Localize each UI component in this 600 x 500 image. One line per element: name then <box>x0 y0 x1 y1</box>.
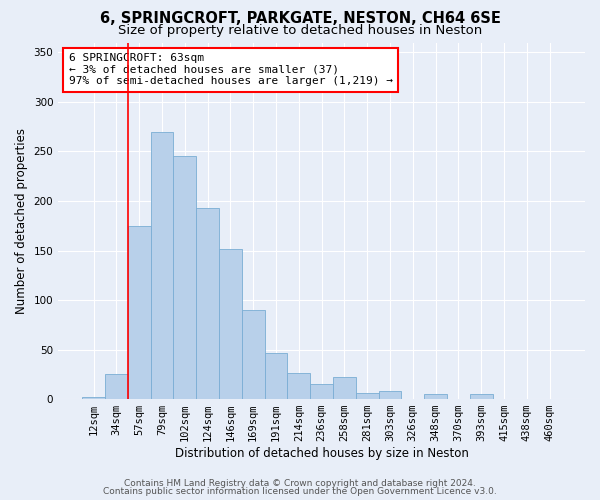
Bar <box>151 132 173 399</box>
Text: 6, SPRINGCROFT, PARKGATE, NESTON, CH64 6SE: 6, SPRINGCROFT, PARKGATE, NESTON, CH64 6… <box>100 11 500 26</box>
Bar <box>219 248 242 399</box>
Bar <box>196 208 219 399</box>
Bar <box>105 374 128 399</box>
Bar <box>128 226 151 399</box>
Text: Contains public sector information licensed under the Open Government Licence v3: Contains public sector information licen… <box>103 487 497 496</box>
Bar <box>310 384 333 399</box>
Bar <box>333 378 356 399</box>
Text: 6 SPRINGCROFT: 63sqm
← 3% of detached houses are smaller (37)
97% of semi-detach: 6 SPRINGCROFT: 63sqm ← 3% of detached ho… <box>69 53 393 86</box>
Y-axis label: Number of detached properties: Number of detached properties <box>15 128 28 314</box>
Bar <box>242 310 265 399</box>
Text: Size of property relative to detached houses in Neston: Size of property relative to detached ho… <box>118 24 482 37</box>
Text: Contains HM Land Registry data © Crown copyright and database right 2024.: Contains HM Land Registry data © Crown c… <box>124 478 476 488</box>
Bar <box>82 397 105 399</box>
Bar <box>424 394 447 399</box>
Bar <box>173 156 196 399</box>
Bar <box>265 352 287 399</box>
Bar <box>356 393 379 399</box>
X-axis label: Distribution of detached houses by size in Neston: Distribution of detached houses by size … <box>175 447 469 460</box>
Bar <box>379 391 401 399</box>
Bar <box>287 374 310 399</box>
Bar <box>470 394 493 399</box>
